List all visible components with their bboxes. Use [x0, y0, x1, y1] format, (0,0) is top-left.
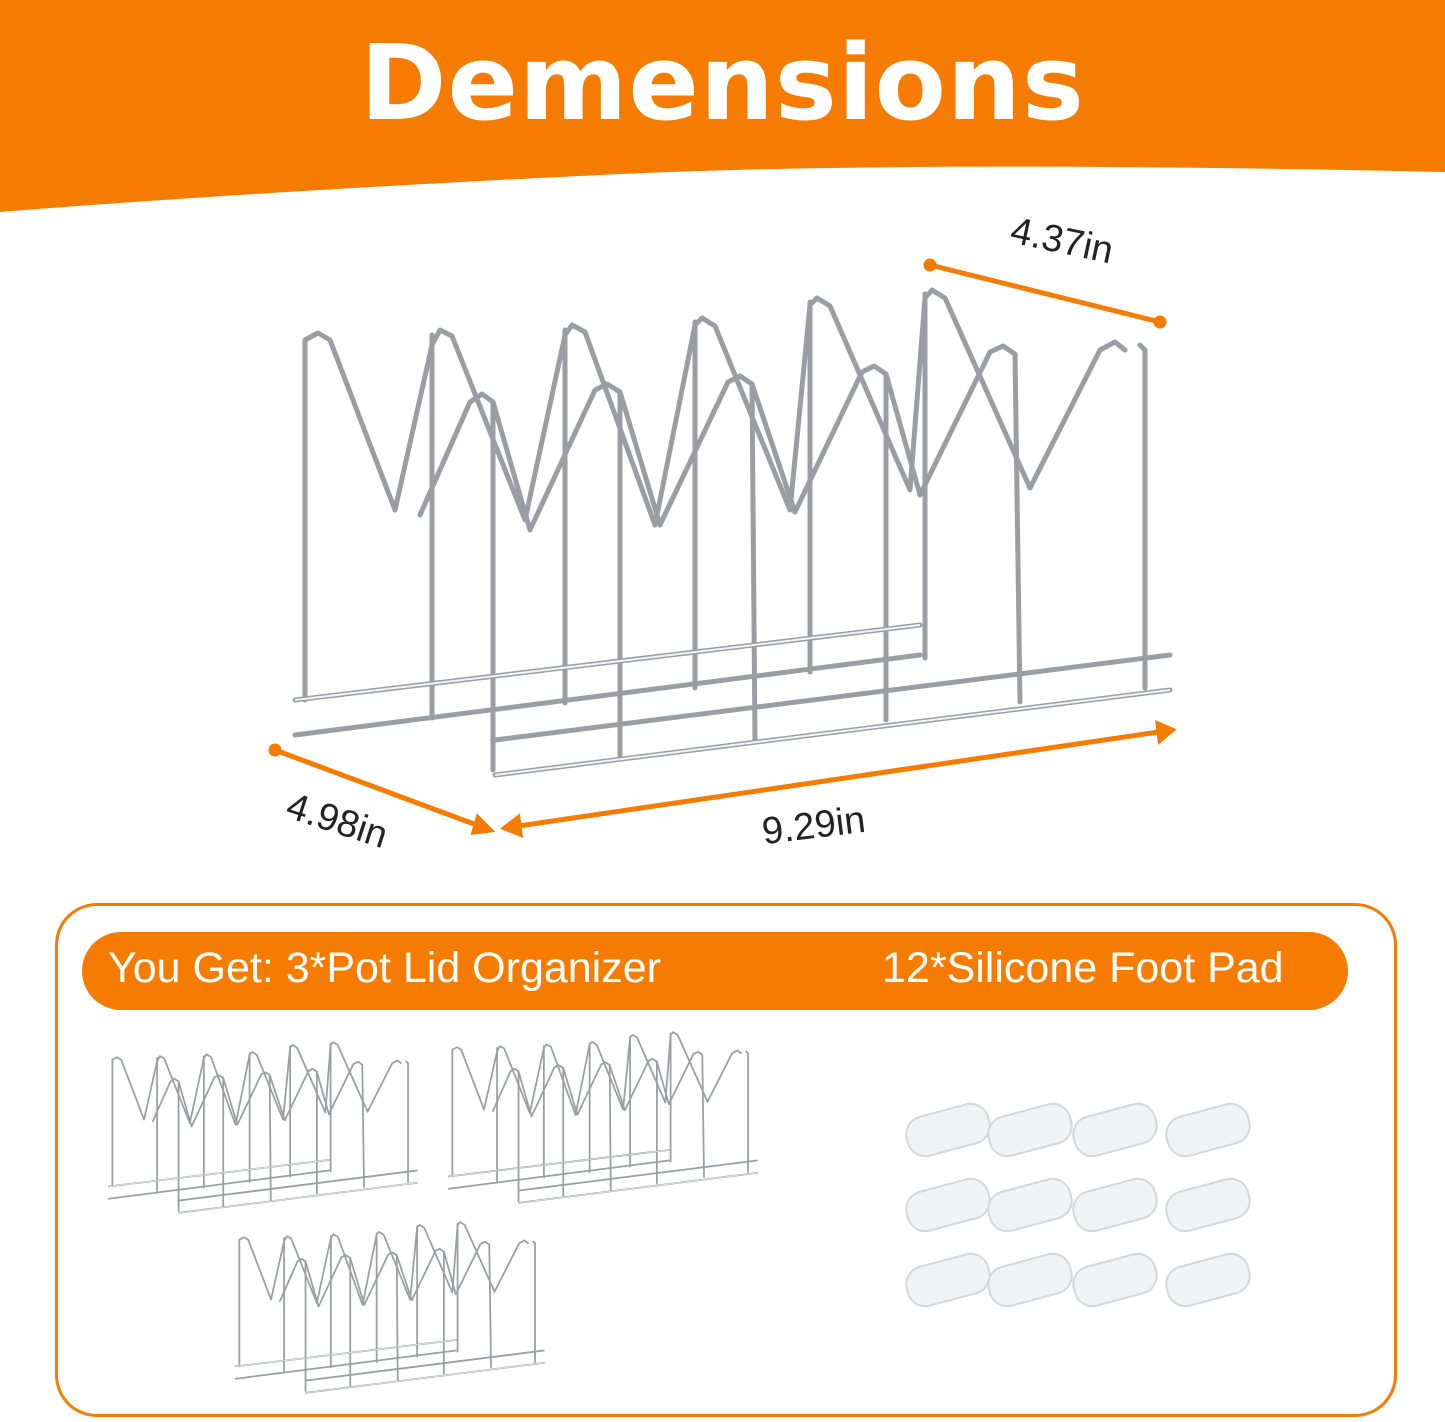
header-banner	[0, 0, 1445, 212]
main-rack	[295, 290, 1170, 775]
foot-pad-count-label: 12*Silicone Foot Pad	[882, 944, 1284, 992]
organizer-count-label: You Get: 3*Pot Lid Organizer	[108, 944, 661, 992]
rack-product-image	[268, 258, 1177, 838]
package-contents-banner: You Get: 3*Pot Lid Organizer 12*Silicone…	[82, 932, 1348, 1010]
organizer-3	[234, 1221, 545, 1394]
organizer-1	[107, 1041, 418, 1214]
page-title: Demensions	[360, 22, 1085, 144]
foot-pads	[905, 1102, 1251, 1308]
organizer-2	[447, 1031, 758, 1204]
dimension-arrows	[268, 258, 1177, 838]
package-items-image	[107, 1031, 1251, 1394]
package-contents-panel	[55, 903, 1397, 1417]
